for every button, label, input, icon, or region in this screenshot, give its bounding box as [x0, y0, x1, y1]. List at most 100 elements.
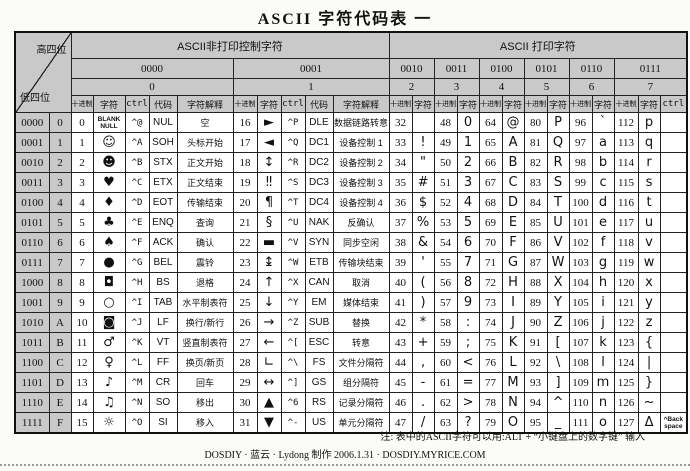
decimal-cell: 23	[232, 252, 258, 273]
char-cell: X	[546, 272, 570, 293]
decimal-cell: 90	[523, 312, 548, 333]
decimal-cell: 121	[613, 292, 639, 313]
decimal-cell: 26	[232, 312, 258, 333]
low-bits-binary-cell: 0100	[14, 192, 50, 213]
code-cell: GS	[304, 372, 334, 393]
code-cell: ACK	[148, 232, 178, 253]
sub-char-header: 字符	[501, 95, 525, 113]
ctrl-cell: ^]	[280, 372, 306, 393]
decimal-cell: 95	[523, 412, 548, 434]
group-digit-6: 6	[568, 78, 615, 96]
low-bits-binary-cell: 1010	[14, 312, 50, 333]
char-cell: .	[411, 392, 435, 413]
decimal-cell: 84	[523, 192, 548, 213]
decimal-cell: 106	[568, 312, 593, 333]
ctrl-cell	[659, 112, 688, 133]
explanation-cell: 转意	[332, 332, 390, 353]
decimal-cell: 21	[232, 212, 258, 233]
low-bits-binary-cell: 1100	[14, 352, 50, 373]
char-cell: P	[546, 112, 570, 133]
char-cell: ~	[637, 392, 661, 413]
char-cell: ♥	[92, 172, 126, 193]
char-cell: $	[411, 192, 435, 213]
char-cell: 5	[456, 212, 480, 233]
explanation-cell: 查询	[176, 212, 234, 233]
decimal-cell: 124	[613, 352, 639, 373]
low-bits-hex-cell: 6	[48, 232, 72, 253]
table-row: 1000 8 8 ◘ ^H BS 退格 24 ↑ ^X CAN 取消 40 ( …	[14, 272, 688, 293]
ctrl-cell	[659, 132, 688, 153]
decimal-cell: 11	[70, 332, 94, 353]
decimal-cell: 92	[523, 352, 548, 373]
decimal-cell: 65	[478, 132, 503, 153]
decimal-cell: 66	[478, 152, 503, 173]
low-bits-binary-cell: 1011	[14, 332, 50, 353]
decimal-cell: 97	[568, 132, 593, 153]
sub-decimal-header: 十进制	[523, 95, 548, 113]
ctrl-cell	[659, 392, 688, 413]
char-cell: _	[546, 412, 570, 434]
code-cell: LF	[148, 312, 178, 333]
char-cell: b	[591, 152, 615, 173]
decimal-cell: 112	[613, 112, 639, 133]
explanation-cell: 组分隔符	[332, 372, 390, 393]
char-cell: BLANK NULL	[92, 112, 126, 133]
char-cell: {	[637, 332, 661, 353]
low-bits-hex-cell: A	[48, 312, 72, 333]
ctrl-cell: ^W	[280, 252, 306, 273]
decimal-cell: 127	[613, 412, 639, 434]
explanation-cell: 空	[176, 112, 234, 133]
code-cell: DLE	[304, 112, 334, 133]
sub-decimal-header: 十进制	[232, 95, 258, 113]
char-cell: 3	[456, 172, 480, 193]
char-cell: 1	[456, 132, 480, 153]
header-digit-row: 0 1 2 3 4 5 6 7	[15, 78, 688, 96]
decimal-cell: 77	[478, 372, 503, 393]
ctrl-cell: ^U	[280, 212, 306, 233]
table-row: 0001 1 1 ☺ ^A SOH 头标开始 17 ◄ ^Q DC1 设备控制 …	[14, 132, 688, 153]
low-bits-binary-cell: 0111	[14, 252, 50, 273]
char-cell: j	[591, 312, 615, 333]
char-cell: ^	[546, 392, 570, 413]
code-cell: BS	[148, 272, 178, 293]
decimal-cell: 89	[523, 292, 548, 313]
low-bits-hex-cell: 7	[48, 252, 72, 273]
high-bits-label: 高四位	[36, 45, 67, 56]
sub-decimal-header: 十进制	[388, 95, 413, 113]
decimal-cell: 45	[388, 372, 413, 393]
table-row: 1110 E 14 ♫ ^N SO 移出 30 ▲ ^6 RS 记录分隔符 46…	[14, 392, 688, 413]
char-cell: g	[591, 252, 615, 273]
decimal-cell: 62	[433, 392, 458, 413]
low-bits-binary-cell: 1000	[14, 272, 50, 293]
decimal-cell: 101	[568, 212, 593, 233]
decimal-cell: 81	[523, 132, 548, 153]
char-cell: !	[411, 132, 435, 153]
low-bits-hex-cell: 1	[48, 132, 72, 153]
code-cell: DC3	[304, 172, 334, 193]
ctrl-cell	[659, 292, 688, 313]
char-cell: 8	[456, 272, 480, 293]
ctrl-cell: ^@	[124, 112, 150, 133]
ctrl-cell: ^-	[280, 412, 306, 434]
char-cell: ♪	[92, 372, 126, 393]
char-cell: ►	[256, 112, 282, 133]
decimal-cell: 32	[388, 112, 413, 133]
explanation-cell: 反确认	[332, 212, 390, 233]
ctrl-cell: ^B	[124, 152, 150, 173]
char-cell: f	[591, 232, 615, 253]
group-binary-4: 0100	[478, 58, 525, 79]
explanation-cell: 正文结束	[176, 172, 234, 193]
decimal-cell: 41	[388, 292, 413, 313]
decimal-cell: 125	[613, 372, 639, 393]
group-binary-7: 0111	[613, 58, 688, 79]
char-cell: '	[411, 252, 435, 273]
code-cell: ESC	[304, 332, 334, 353]
char-cell: ↓	[256, 292, 282, 313]
nonprint-section-header: ASCII非打印控制字符	[70, 31, 390, 59]
char-cell: a	[591, 132, 615, 153]
low-bits-hex-cell: D	[48, 372, 72, 393]
decimal-cell: 67	[478, 172, 503, 193]
decimal-cell: 93	[523, 372, 548, 393]
char-cell: `	[591, 112, 615, 133]
char-cell: ]	[546, 372, 570, 393]
